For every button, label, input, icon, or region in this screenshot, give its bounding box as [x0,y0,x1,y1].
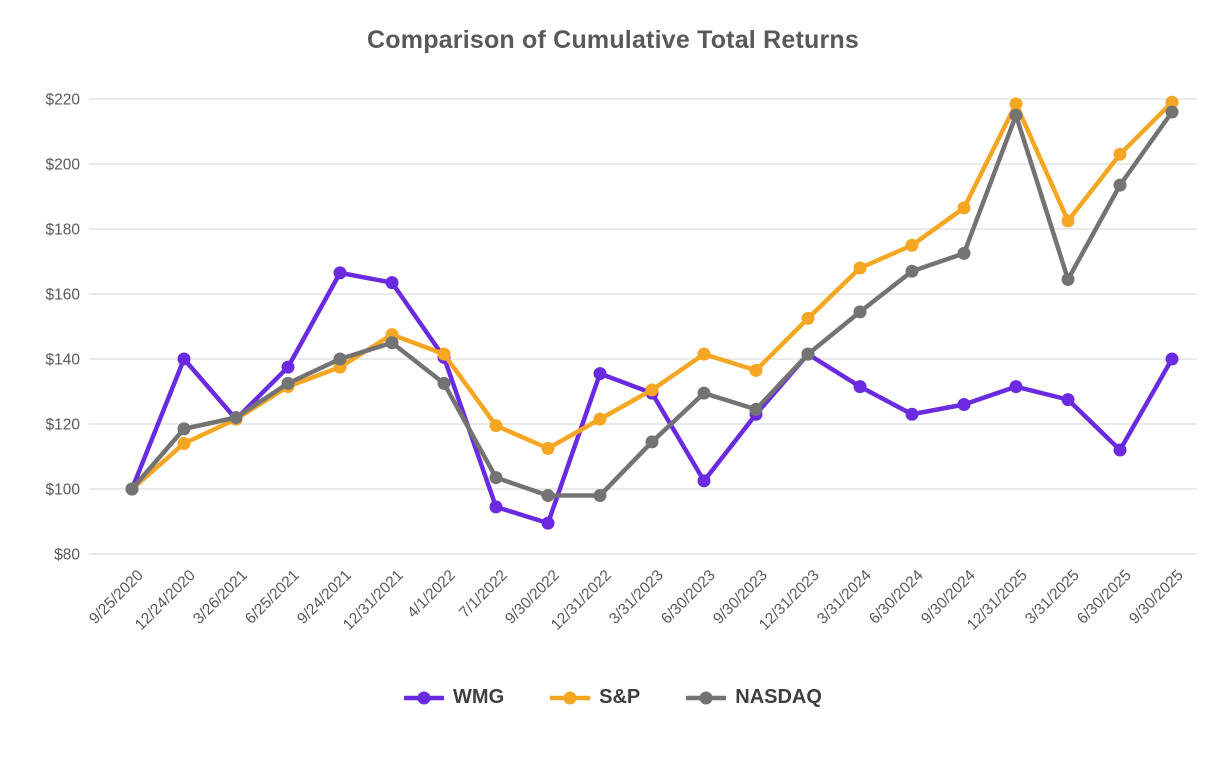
data-point [1113,443,1127,457]
legend-marker-dot [563,691,577,704]
chart-legend: WMG S&P NASDAQ [0,686,1226,709]
data-point [177,352,191,366]
y-axis-tick-label: $180 [46,222,81,239]
data-point [853,305,867,319]
data-point [593,412,607,426]
y-axis-tick-label: $140 [46,352,81,369]
legend-label: NASDAQ [735,686,822,708]
data-point [905,238,919,252]
y-axis-tick-label: $160 [46,287,81,304]
legend-item-wmg: WMG [404,686,504,709]
data-point [177,437,191,450]
data-point [385,276,399,290]
data-point [437,347,451,361]
x-axis-tick-label: 3/31/2023 [606,567,667,628]
legend-marker-icon [550,691,591,704]
y-axis-tick-label: $80 [54,547,80,564]
data-point [333,266,347,280]
legend-marker-icon [686,691,727,704]
x-axis-tick-label: 4/1/2022 [404,567,459,622]
data-point [593,489,607,502]
data-point [489,471,503,485]
x-axis-tick-label: 6/30/2025 [1074,567,1135,628]
data-point [385,336,399,350]
data-point [593,367,607,381]
data-point [905,407,919,421]
data-point [801,311,815,325]
data-point [957,246,971,260]
y-axis-tick-label: $120 [46,417,81,434]
data-point [697,386,711,400]
data-point [1009,97,1023,111]
data-point [801,347,815,361]
data-point [853,261,867,275]
series-nasdaq [125,105,1179,502]
data-point [1009,108,1023,122]
data-point [229,411,243,424]
y-axis-tick-label: $200 [46,157,81,174]
legend-label: WMG [453,686,505,708]
data-point [1165,105,1179,119]
data-point [749,363,763,377]
data-point [1009,380,1023,394]
data-point [1061,272,1075,286]
data-point [541,516,555,530]
x-axis-tick-label: 6/30/2024 [866,567,927,628]
series-line [129,100,1175,492]
data-point [541,489,555,502]
data-point [281,360,295,374]
data-point [1113,147,1127,161]
data-point [333,352,347,366]
data-point [645,435,659,449]
series-wmg [125,266,1179,530]
data-point [1113,178,1127,192]
data-point [1165,352,1179,366]
data-point [489,500,503,514]
x-axis-tick-label: 6/25/2021 [242,567,303,628]
x-axis-tick-label: 9/30/2025 [1126,567,1187,628]
data-point [541,441,555,455]
data-point [177,422,191,436]
data-point [1061,393,1075,407]
x-axis-tick-label: 3/31/2024 [814,567,875,628]
data-point [697,474,711,488]
data-point [853,380,867,394]
data-point [957,201,971,215]
x-axis-tick-label: 3/26/2021 [190,567,251,628]
chart-title: Comparison of Cumulative Total Returns [367,26,859,54]
legend-label: S&P [599,686,641,708]
legend-marker-dot [417,691,431,704]
x-axis-tick-label: 6/30/2023 [658,567,719,628]
data-point [645,383,659,397]
data-point [749,402,763,416]
legend-item-sp: S&P [550,686,640,709]
data-point [437,376,451,390]
data-point [489,419,503,433]
x-axis-tick-label: 3/31/2025 [1022,567,1083,628]
legend-marker-icon [404,691,445,704]
data-point [125,482,139,496]
data-point [1165,95,1179,109]
data-point [697,347,711,361]
data-point [1061,214,1075,228]
data-point [281,376,295,390]
legend-item-nasdaq: NASDAQ [686,686,822,709]
y-axis-tick-label: $220 [46,92,81,109]
y-axis-tick-label: $100 [46,482,81,499]
legend-marker-dot [699,691,713,704]
data-point [905,264,919,278]
data-point [957,398,971,411]
x-axis-tick-label: 7/1/2022 [456,567,511,622]
